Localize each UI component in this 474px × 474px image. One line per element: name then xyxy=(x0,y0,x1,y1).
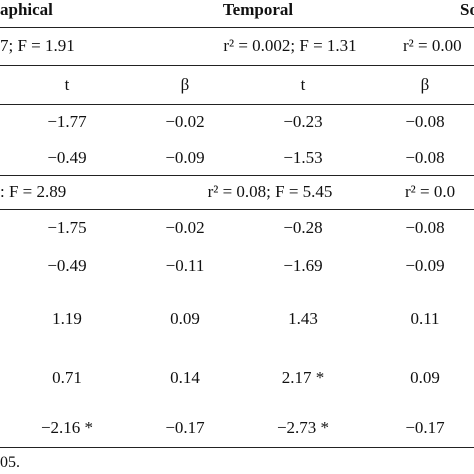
rule xyxy=(0,65,474,66)
cell: −0.23 xyxy=(283,112,323,131)
cell: −0.17 xyxy=(405,418,445,437)
model-fit: : F = 2.89 xyxy=(0,182,67,201)
cell: 0.09 xyxy=(170,309,200,328)
cell: 2.17 * xyxy=(281,368,325,387)
group-header: aphical xyxy=(0,0,53,19)
column-header: β xyxy=(180,75,190,94)
cell: −0.28 xyxy=(283,218,323,237)
cell: −0.09 xyxy=(165,148,205,167)
cell: −1.69 xyxy=(283,256,323,275)
cell: −0.02 xyxy=(165,218,205,237)
cell: 0.14 xyxy=(170,368,200,387)
group-header: Temporal xyxy=(222,0,294,19)
cell: −0.08 xyxy=(405,112,445,131)
model-fit: 7; F = 1.91 xyxy=(0,36,75,55)
cell: −0.09 xyxy=(405,256,445,275)
model-fit: r² = 0.08; F = 5.45 xyxy=(207,182,333,201)
model-fit: r² = 0.00 xyxy=(403,36,462,55)
cell: −0.11 xyxy=(165,256,205,275)
column-header: t xyxy=(64,75,70,94)
cell: −0.49 xyxy=(47,148,87,167)
cell: −0.08 xyxy=(405,218,445,237)
model-fit: r² = 0.002; F = 1.31 xyxy=(223,36,357,55)
cell: 0.09 xyxy=(410,368,440,387)
rule xyxy=(0,209,474,210)
rule xyxy=(0,104,474,105)
cell: −0.08 xyxy=(405,148,445,167)
cell: −2.73 * xyxy=(276,418,330,437)
footnote: 05. xyxy=(0,454,20,471)
cell: 1.19 xyxy=(52,309,82,328)
column-header: β xyxy=(420,75,430,94)
cell: −1.77 xyxy=(47,112,87,131)
cell: 0.71 xyxy=(52,368,82,387)
rule xyxy=(0,27,474,28)
model-fit: r² = 0.0 xyxy=(405,182,456,201)
cell: 0.11 xyxy=(410,309,440,328)
group-header: So xyxy=(460,0,474,19)
rule xyxy=(0,175,474,176)
rule xyxy=(0,447,474,448)
cell: −0.02 xyxy=(165,112,205,131)
cell: −1.75 xyxy=(47,218,87,237)
cell: 1.43 xyxy=(288,309,318,328)
cell: −2.16 * xyxy=(40,418,94,437)
cell: −0.17 xyxy=(165,418,205,437)
cell: −0.49 xyxy=(47,256,87,275)
column-header: t xyxy=(300,75,306,94)
cell: −1.53 xyxy=(283,148,323,167)
